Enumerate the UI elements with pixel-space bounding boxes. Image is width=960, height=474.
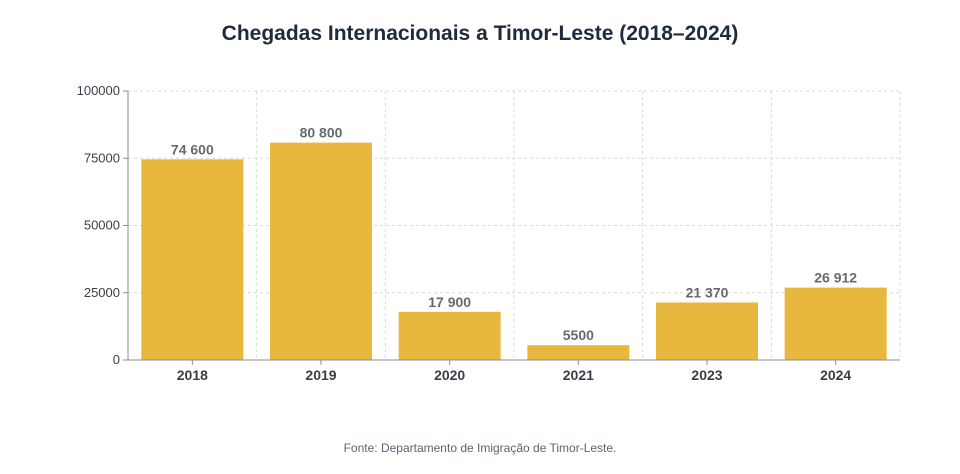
bar-2020	[398, 311, 501, 360]
bar-2021	[527, 345, 630, 360]
x-tick-label-2020: 2020	[434, 367, 465, 383]
bar-2019	[270, 142, 372, 360]
source-note: Fonte: Departamento de Imigração de Timo…	[343, 441, 617, 455]
data-label-2018: 74 600	[171, 141, 214, 157]
bar-2024	[784, 287, 887, 360]
data-label-2021: 5500	[563, 327, 594, 343]
y-tick-labels: 0 25000 50000 75000 100000	[77, 83, 120, 367]
x-tick-labels: 2018 2019 2020 2021 2023 2024	[177, 367, 852, 383]
x-tick-label-2019: 2019	[305, 367, 336, 383]
data-label-2019: 80 800	[300, 125, 343, 141]
bar-2018	[141, 159, 244, 360]
y-tick-label: 75000	[84, 150, 120, 165]
bars	[141, 142, 887, 360]
x-tick-label-2024: 2024	[820, 367, 851, 383]
x-tick-label-2018: 2018	[177, 367, 208, 383]
y-tick-label: 50000	[84, 218, 120, 233]
data-label-2024: 26 912	[814, 270, 857, 286]
y-tick-label: 0	[113, 352, 120, 367]
data-labels: 74 600 80 800 17 900 5500 21 370 26 912	[171, 125, 857, 344]
bar-2023	[656, 302, 758, 360]
y-tick-label: 100000	[77, 83, 120, 98]
data-label-2023: 21 370	[686, 285, 729, 301]
data-label-2020: 17 900	[428, 294, 471, 310]
x-tick-label-2023: 2023	[691, 367, 722, 383]
y-tick-label: 25000	[84, 285, 120, 300]
chart-title: Chegadas Internacionais a Timor-Leste (2…	[221, 22, 739, 45]
axes	[123, 90, 900, 365]
grid-lines	[127, 90, 901, 360]
x-tick-label-2021: 2021	[563, 367, 594, 383]
